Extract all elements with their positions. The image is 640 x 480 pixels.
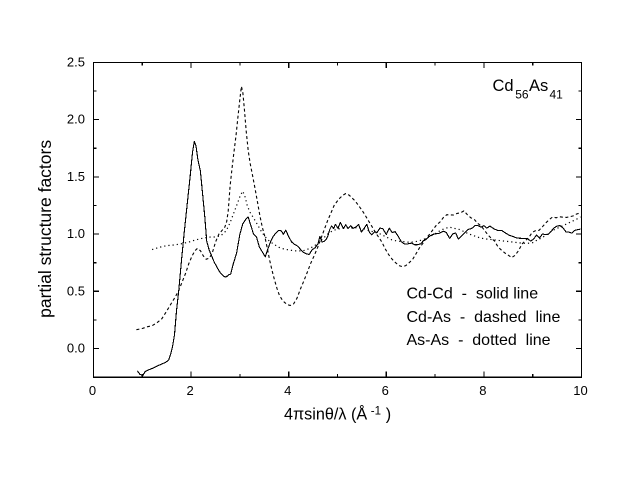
svg-text:As-As - dotted line: As-As - dotted line [407,332,551,349]
svg-text:2: 2 [186,383,193,398]
svg-text:Cd-As - dashed line: Cd-As - dashed line [407,309,561,326]
svg-text:Cd: Cd [493,77,514,95]
svg-text:0.5: 0.5 [67,283,85,298]
svg-text:-1: -1 [371,405,381,417]
svg-text:10: 10 [573,383,587,398]
svg-text:Cd-Cd - solid line: Cd-Cd - solid line [407,286,539,303]
svg-text:41: 41 [550,88,564,102]
svg-text:0: 0 [89,383,96,398]
svg-text:As: As [529,77,548,95]
svg-text:partial structure factors: partial structure factors [35,140,55,318]
svg-text:56: 56 [515,88,529,102]
svg-text:2.5: 2.5 [67,55,85,70]
svg-text:0.0: 0.0 [67,341,85,356]
svg-text:2.0: 2.0 [67,112,85,127]
svg-text:): ) [386,406,391,424]
svg-text:4πsinθ/λ (Å: 4πsinθ/λ (Å [284,405,367,424]
svg-text:1.5: 1.5 [67,169,85,184]
svg-text:6: 6 [382,383,389,398]
svg-text:8: 8 [479,383,486,398]
svg-text:1.0: 1.0 [67,226,85,241]
svg-text:4: 4 [284,383,291,398]
